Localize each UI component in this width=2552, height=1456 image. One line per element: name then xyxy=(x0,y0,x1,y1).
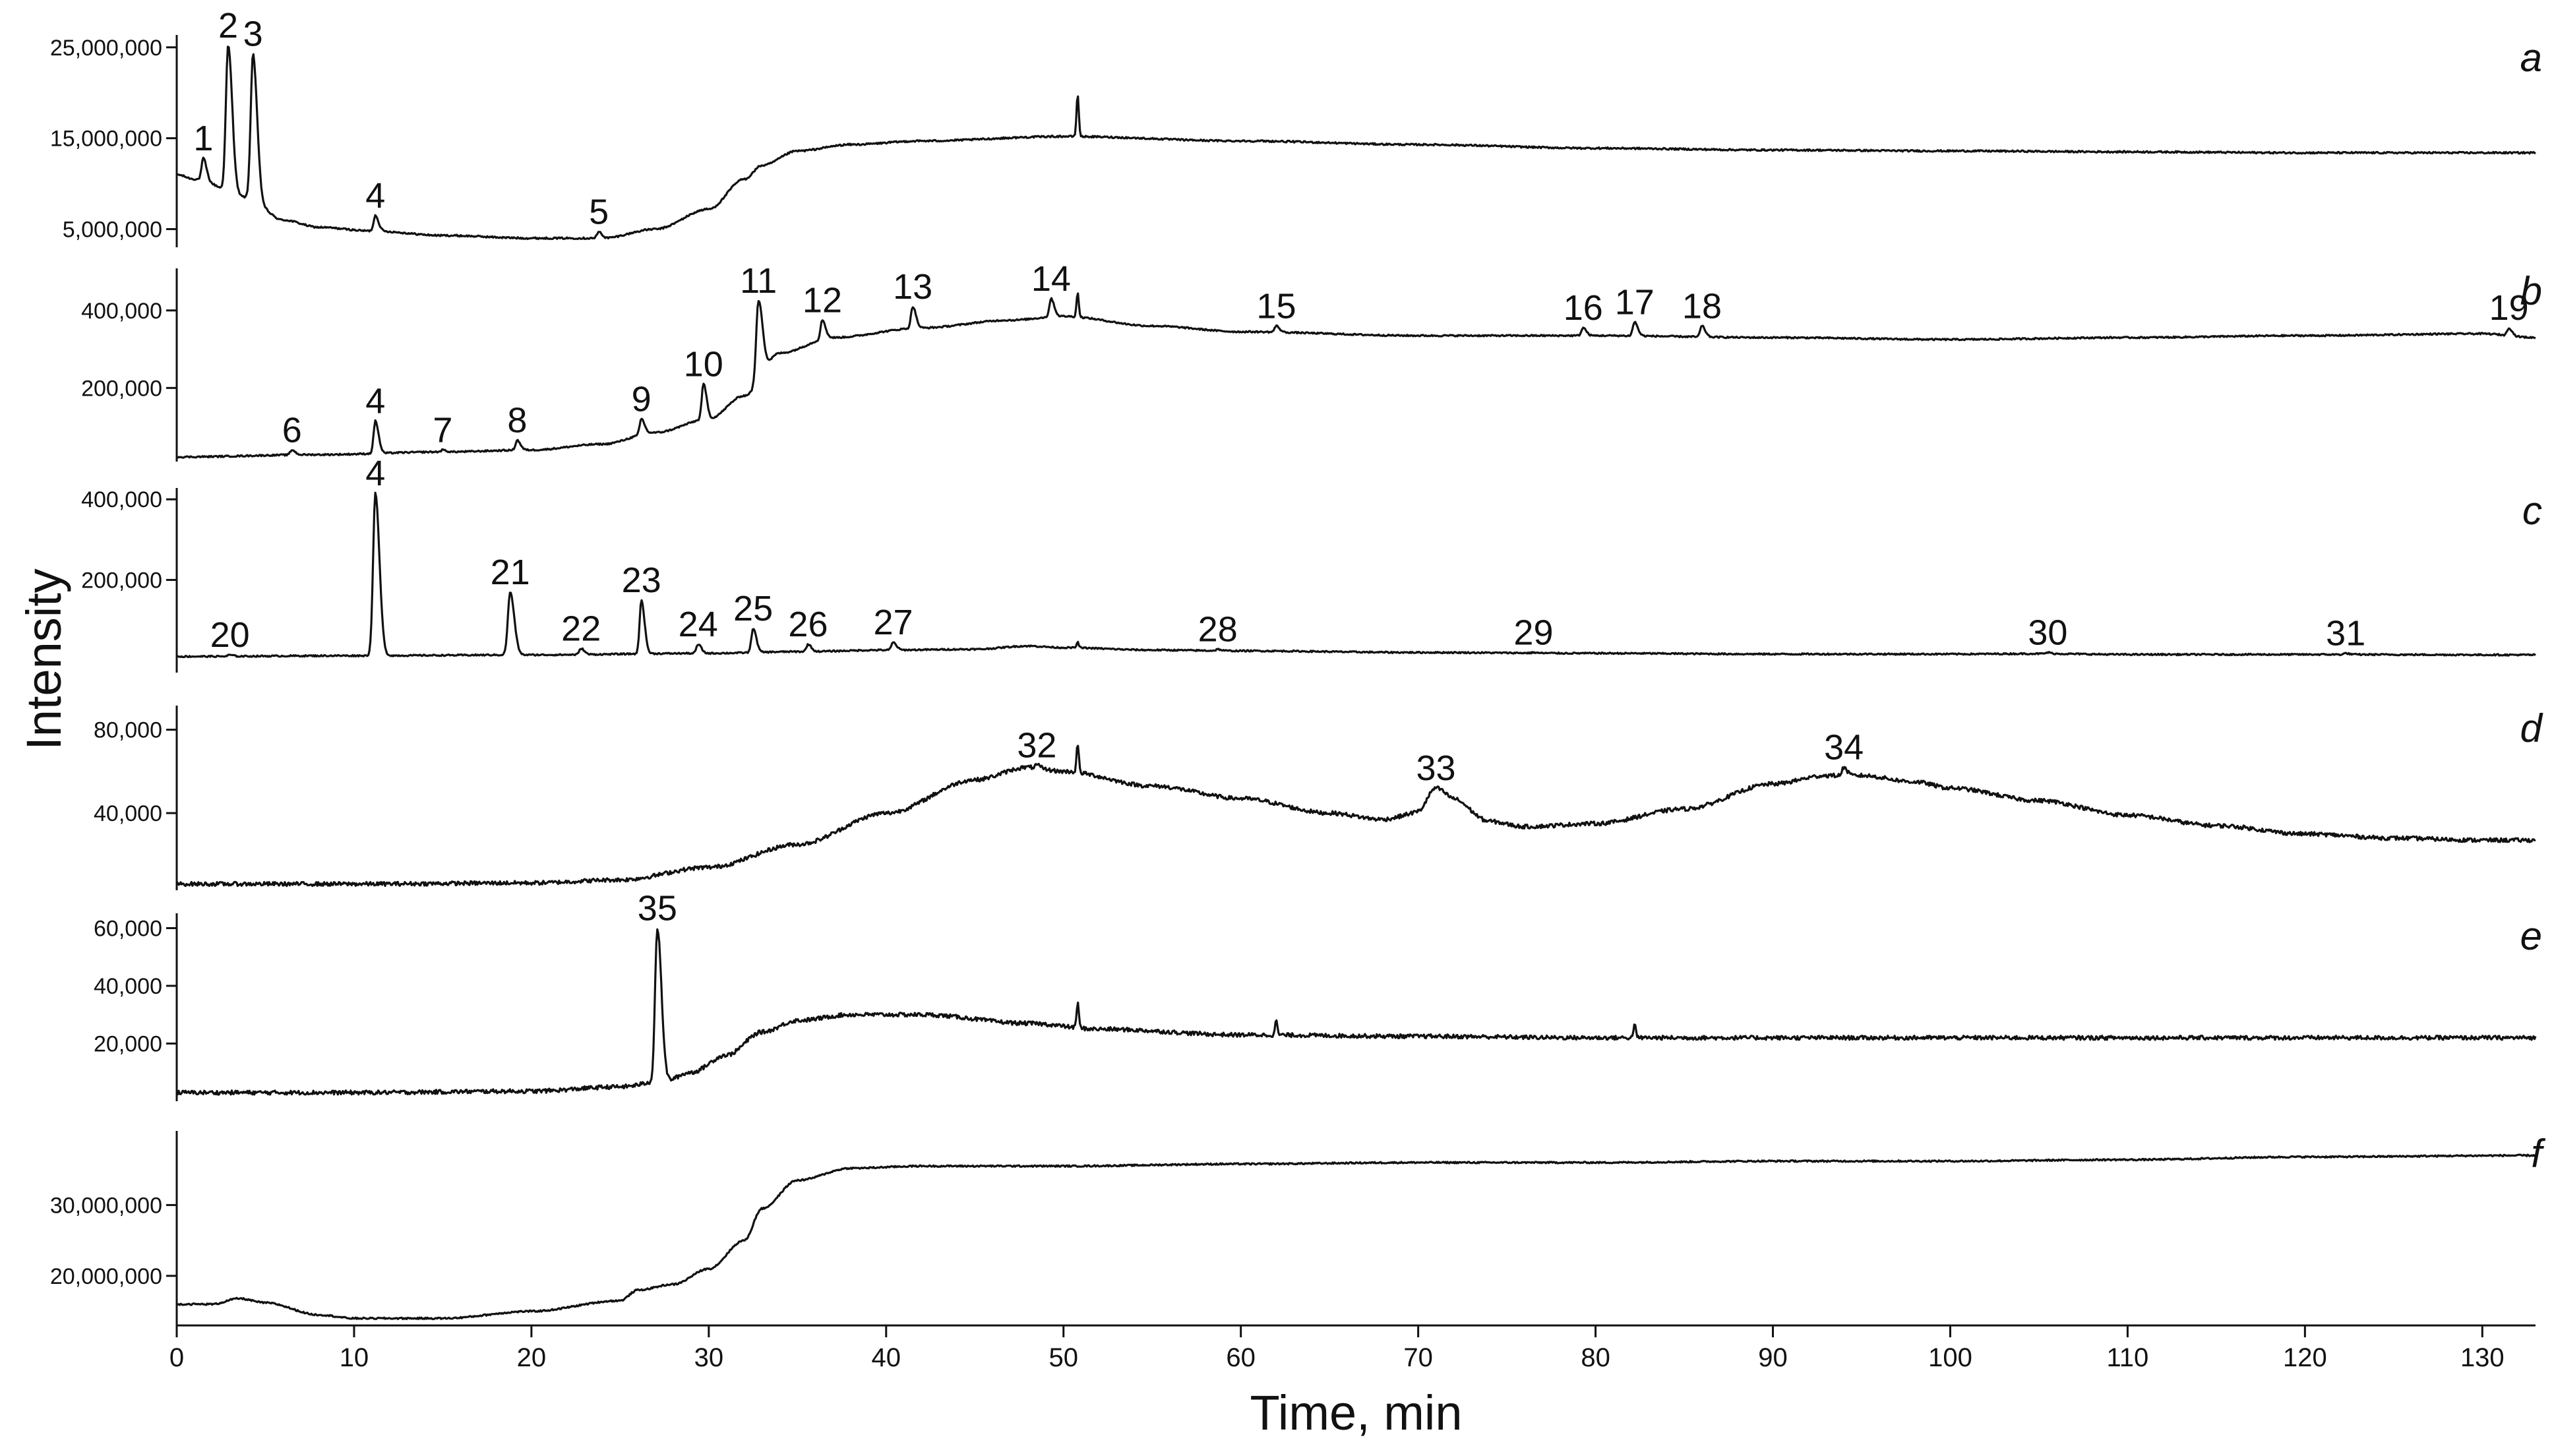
peak-label-9: 9 xyxy=(632,379,652,419)
panel-b: 200,000 400,000 6 4 7 8 9 10 11 12 13 14 15 16 17 18 19b xyxy=(81,259,2542,462)
y-tick-label-c-0: 200,000 xyxy=(81,568,162,593)
peak-label-16: 16 xyxy=(1564,288,1603,328)
peak-label-31: 31 xyxy=(2326,614,2365,653)
y-tick-label-f-1: 30,000,000 xyxy=(50,1193,162,1218)
peak-label-12: 12 xyxy=(803,280,842,320)
trace-d xyxy=(176,744,2536,888)
y-tick-label-a-0: 5,000,000 xyxy=(63,217,162,242)
peak-label-13: 13 xyxy=(893,267,932,307)
peak-label-18: 18 xyxy=(1682,286,1722,326)
peak-label-3: 3 xyxy=(243,14,263,53)
y-tick-label-e-1: 40,000 xyxy=(94,974,162,999)
y-tick-label-c-1: 400,000 xyxy=(81,487,162,512)
panel-c: 200,000 400,000 20 4 21 22 23 24 25 26 27 28 29 30 31 c xyxy=(81,454,2542,673)
y-tick-label-b-1: 400,000 xyxy=(81,299,162,324)
peak-label-22: 22 xyxy=(561,609,601,648)
peak-label-35: 35 xyxy=(638,889,677,928)
y-tick-label-e-0: 20,000 xyxy=(94,1032,162,1057)
peak-label-2: 2 xyxy=(218,6,238,46)
peak-label-4: 4 xyxy=(365,381,385,421)
trace-e xyxy=(175,928,2537,1096)
peak-label-6: 6 xyxy=(282,410,302,450)
y-tick-label-e-2: 60,000 xyxy=(94,917,162,942)
peak-label-14: 14 xyxy=(1031,259,1071,299)
x-tick-label-13: 130 xyxy=(2460,1343,2505,1372)
x-tick-label-3: 30 xyxy=(694,1343,724,1372)
x-tick-label-6: 60 xyxy=(1226,1343,1256,1372)
peak-label-23: 23 xyxy=(622,561,661,600)
x-tick-label-0: 0 xyxy=(169,1343,184,1372)
trace-c xyxy=(176,491,2536,659)
x-tick-label-11: 110 xyxy=(2107,1343,2149,1372)
y-tick-label-d-0: 40,000 xyxy=(94,801,162,826)
peak-label-8: 8 xyxy=(507,401,527,440)
y-tick-label-b-0: 200,000 xyxy=(81,376,162,401)
peak-label-30: 30 xyxy=(2028,613,2067,652)
peak-label-10: 10 xyxy=(684,344,723,384)
x-tick-label-7: 70 xyxy=(1403,1343,1433,1372)
peak-label-28: 28 xyxy=(1198,610,1238,650)
panel-e: 20,000 40,000 60,000 35 e xyxy=(94,889,2542,1101)
panel-letter-b: b xyxy=(2520,269,2542,313)
peak-label-25: 25 xyxy=(733,589,773,628)
peak-label-19: 19 xyxy=(2489,288,2529,328)
panel-letter-c: c xyxy=(2522,489,2542,533)
x-tick-label-9: 90 xyxy=(1758,1343,1788,1372)
peak-label-32: 32 xyxy=(1017,725,1056,765)
x-tick-label-8: 80 xyxy=(1581,1343,1610,1372)
panel-letter-f: f xyxy=(2531,1132,2545,1176)
peak-label-33: 33 xyxy=(1416,748,1455,788)
peak-label-29: 29 xyxy=(1513,613,1553,652)
peak-label-4: 4 xyxy=(365,454,385,493)
peak-label-11: 11 xyxy=(740,261,777,301)
peak-label-1: 1 xyxy=(193,119,213,158)
y-axis-title: Intensity xyxy=(16,568,71,750)
trace-a xyxy=(176,46,2536,241)
x-tick-label-2: 20 xyxy=(517,1343,547,1372)
y-tick-label-d-1: 80,000 xyxy=(94,718,162,743)
peak-label-15: 15 xyxy=(1256,286,1296,326)
x-axis-ticks: 0 10 20 30 40 50 60 70 80 90 100 110 120 130 xyxy=(169,1325,2505,1372)
panel-letter-a: a xyxy=(2520,36,2542,80)
x-tick-label-5: 50 xyxy=(1048,1343,1078,1372)
peak-label-27: 27 xyxy=(874,603,913,642)
peak-label-5: 5 xyxy=(589,193,609,232)
peak-label-4: 4 xyxy=(365,176,385,216)
x-axis-title: Time, min xyxy=(1250,1385,1462,1440)
y-tick-label-a-2: 25,000,000 xyxy=(50,36,162,61)
peak-label-7: 7 xyxy=(433,410,452,450)
x-tick-label-10: 100 xyxy=(1928,1343,1972,1372)
panel-d: 40,000 80,000 32 33 34 d xyxy=(94,706,2543,890)
trace-f xyxy=(176,1153,2537,1320)
peak-label-17: 17 xyxy=(1615,282,1655,322)
peak-label-21: 21 xyxy=(491,553,530,592)
y-tick-label-f-0: 20,000,000 xyxy=(50,1264,162,1289)
y-tick-label-a-1: 15,000,000 xyxy=(50,127,162,152)
peak-label-24: 24 xyxy=(679,605,718,644)
x-tick-label-1: 10 xyxy=(340,1343,369,1372)
trace-b xyxy=(176,292,2536,459)
x-tick-label-12: 120 xyxy=(2283,1343,2327,1372)
panel-f: 20,000,000 30,000,000 f xyxy=(50,1131,2545,1325)
panel-letter-d: d xyxy=(2520,706,2543,750)
peak-label-26: 26 xyxy=(788,605,828,644)
peak-label-20: 20 xyxy=(210,615,250,655)
peak-label-34: 34 xyxy=(1824,728,1864,768)
panel-letter-e: e xyxy=(2520,914,2542,958)
x-tick-label-4: 40 xyxy=(872,1343,901,1372)
